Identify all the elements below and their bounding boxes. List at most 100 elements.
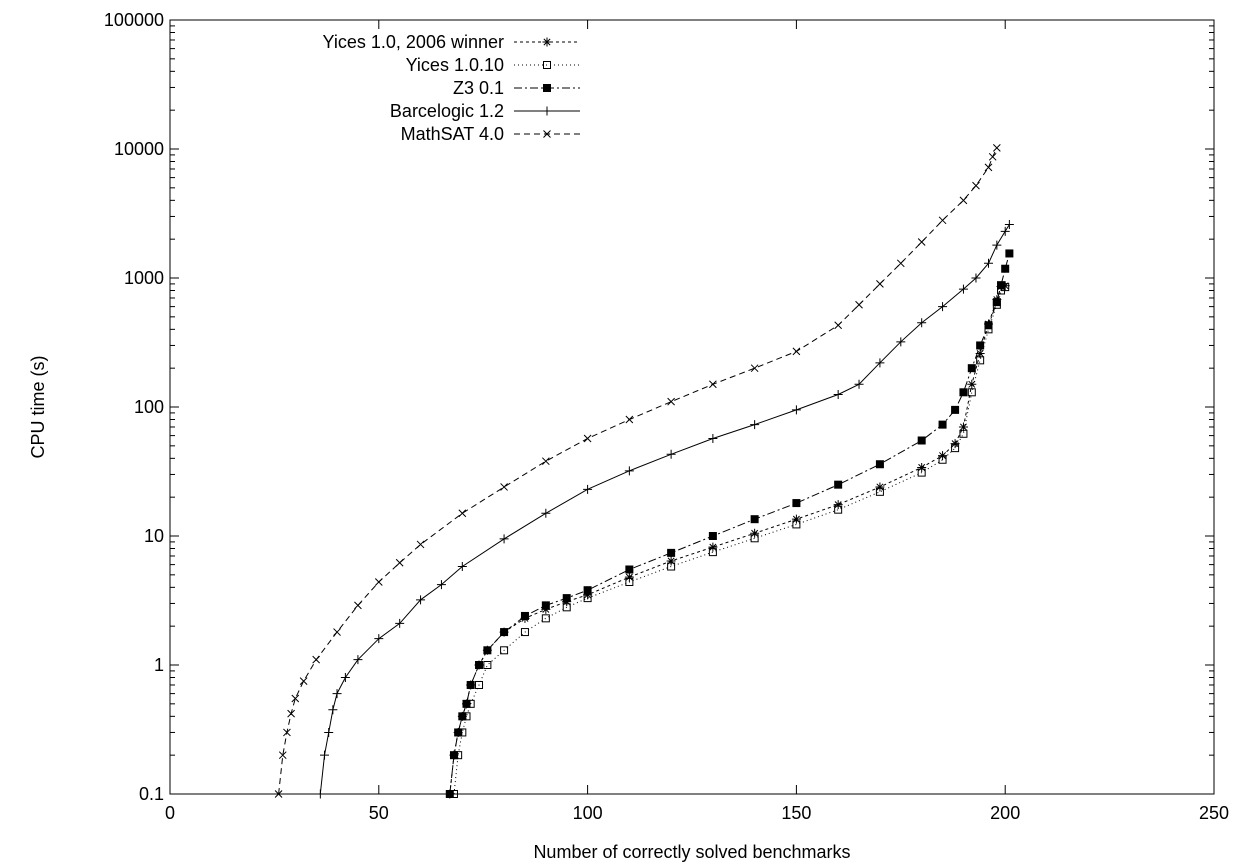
data-point [992,144,1001,152]
y-tick-label: 0.1 [139,784,164,804]
series-line [453,286,1006,795]
data-point [562,603,571,612]
legend-marker [543,130,551,138]
data-point [666,449,676,459]
data-point [416,595,426,605]
data-point [938,451,948,461]
data-point [395,618,405,628]
data-point [466,680,475,689]
data-point [287,709,295,718]
data-point [278,751,287,760]
data-point [967,388,976,397]
data-point [667,397,675,406]
data-point [917,318,927,328]
data-point [959,388,968,397]
legend-label: Barcelogic 1.2 [390,101,504,121]
data-point [625,415,634,424]
legend-marker [543,84,551,92]
data-point [976,341,985,350]
data-point [667,548,676,557]
data-point [583,586,592,595]
data-point [983,258,993,268]
series-3 [445,249,1014,798]
legend-label: Z3 0.1 [453,78,504,98]
data-point [353,655,363,665]
data-point [896,259,905,268]
data-point [708,548,717,557]
x-tick-label: 200 [990,803,1020,823]
data-point [499,534,509,544]
data-point [666,556,676,566]
data-point [458,509,467,518]
data-point [938,420,947,429]
data-point [299,677,308,685]
data-point [792,347,801,356]
data-point [333,628,341,636]
series-line [319,224,1010,795]
data-point [374,578,383,586]
x-tick-label: 50 [369,803,389,823]
data-point [917,468,926,477]
x-axis-label: Number of correctly solved benchmarks [533,842,850,862]
data-point [436,580,446,590]
data-point [283,728,291,737]
data-point [475,661,484,669]
series-line [278,147,998,795]
legend: Yices 1.0, 2006 winner Yices 1.0.10 Z3 0.1… [323,32,580,144]
data-point [625,577,634,586]
data-point [324,727,334,737]
data-point [291,694,300,703]
data-point [500,483,508,491]
x-tick-label: 250 [1199,803,1229,823]
data-point [354,601,362,610]
data-point [541,604,551,614]
data-point [917,238,926,246]
data-point [791,405,801,415]
data-point [984,321,993,330]
data-point [750,534,759,543]
x-tick-label: 0 [165,803,175,823]
data-point [984,163,993,172]
data-point [458,712,467,721]
data-point [967,379,977,389]
y-tick-label: 100000 [104,10,164,30]
data-point [834,321,843,330]
legend-label: Yices 1.0, 2006 winner [323,32,504,52]
data-point [312,655,321,664]
data-point [708,433,718,443]
data-point [541,457,550,466]
data-point [709,380,717,389]
data-point [483,646,492,655]
data-point [562,594,571,603]
data-point [583,484,593,494]
data-point [992,240,1002,250]
data-point [520,611,529,620]
data-point [938,455,947,464]
y-tick-label: 10000 [114,139,164,159]
data-point [876,280,884,288]
legend-marker [542,106,552,116]
data-point [708,542,718,552]
data-point [475,680,484,689]
data-point [1000,226,1010,236]
data-point [855,300,863,309]
series-4 [315,219,1014,799]
ticks-layer: 0 50 100 150 200 250 0.1 1 10 100 1000 10000 100000 [104,10,1229,823]
data-point [454,728,463,737]
data-point [1000,281,1010,291]
data-point [833,500,843,510]
data-point [374,634,384,644]
data-point [449,751,458,760]
x-tick-label: 100 [573,803,603,823]
legend-label: MathSAT 4.0 [401,124,504,144]
data-point [583,434,592,443]
data-point [520,628,529,637]
data-point [958,422,968,432]
data-point [992,298,1001,307]
data-point [972,181,980,190]
data-point [854,379,864,389]
series-5 [274,144,1001,798]
data-point [483,661,492,669]
data-point [340,673,350,683]
